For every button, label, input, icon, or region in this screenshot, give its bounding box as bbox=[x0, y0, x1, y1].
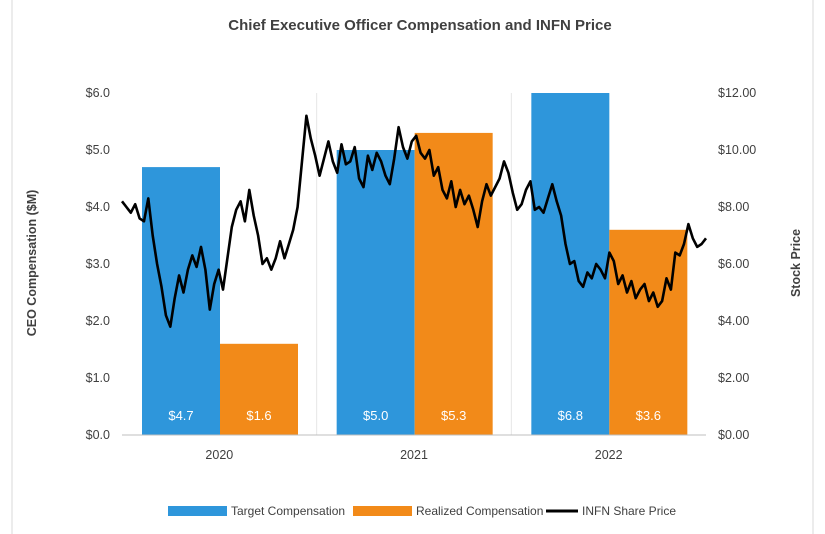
right-tick-label: $12.00 bbox=[718, 86, 756, 100]
x-tick-label: 2022 bbox=[595, 448, 623, 462]
right-tick-label: $8.00 bbox=[718, 200, 749, 214]
legend-label: Target Compensation bbox=[231, 504, 345, 518]
bar-value-label: $5.0 bbox=[363, 408, 388, 423]
right-tick-label: $0.00 bbox=[718, 428, 749, 442]
chart-title: Chief Executive Officer Compensation and… bbox=[228, 17, 611, 34]
left-tick-label: $4.0 bbox=[86, 200, 110, 214]
legend-label: Realized Compensation bbox=[416, 504, 543, 518]
right-tick-label: $4.00 bbox=[718, 314, 749, 328]
left-tick-label: $5.0 bbox=[86, 143, 110, 157]
right-tick-label: $6.00 bbox=[718, 257, 749, 271]
left-tick-label: $1.0 bbox=[86, 371, 110, 385]
bar-realized-compensation-2020 bbox=[220, 343, 298, 435]
right-tick-label: $2.00 bbox=[718, 371, 749, 385]
left-axis-title: CEO Compensation ($M) bbox=[25, 190, 39, 337]
left-axis-ticks: $0.0 $1.0 $2.0 $3.0 $4.0 $5.0 $6.0 bbox=[86, 86, 110, 442]
left-tick-label: $2.0 bbox=[86, 314, 110, 328]
right-axis-ticks: $0.00 $2.00 $4.00 $6.00 $8.00 $10.00 $12.00 bbox=[718, 86, 756, 442]
right-tick-label: $10.00 bbox=[718, 143, 756, 157]
bar-value-label: $5.3 bbox=[441, 408, 466, 423]
bar-realized-compensation-2021 bbox=[414, 132, 493, 435]
bar-target-compensation-2021 bbox=[336, 150, 415, 435]
bar-target-compensation-2020 bbox=[142, 167, 220, 435]
price-line-group bbox=[120, 114, 708, 329]
right-axis-title: Stock Price bbox=[789, 229, 803, 297]
legend-swatch bbox=[168, 506, 227, 516]
bar-value-label: $3.6 bbox=[636, 408, 661, 423]
bar-value-label: $1.6 bbox=[246, 408, 271, 423]
category-dividers bbox=[316, 93, 512, 435]
bars-group: $4.7 $1.6 $5.0 $5.3 $6.8 $3.6 bbox=[142, 93, 688, 435]
left-tick-label: $0.0 bbox=[86, 428, 110, 442]
x-tick-label: 2021 bbox=[400, 448, 428, 462]
legend-label: INFN Share Price bbox=[582, 504, 676, 518]
bar-value-label: $6.8 bbox=[558, 408, 583, 423]
left-tick-label: $3.0 bbox=[86, 257, 110, 271]
legend-swatch bbox=[353, 506, 412, 516]
x-tick-label: 2020 bbox=[205, 448, 233, 462]
infn-share-price-line bbox=[120, 114, 708, 329]
left-tick-label: $6.0 bbox=[86, 86, 110, 100]
legend: Target Compensation Realized Compensation… bbox=[168, 504, 676, 518]
bar-value-label: $4.7 bbox=[168, 408, 193, 423]
x-axis-ticks: 2020 2021 2022 bbox=[205, 448, 622, 462]
